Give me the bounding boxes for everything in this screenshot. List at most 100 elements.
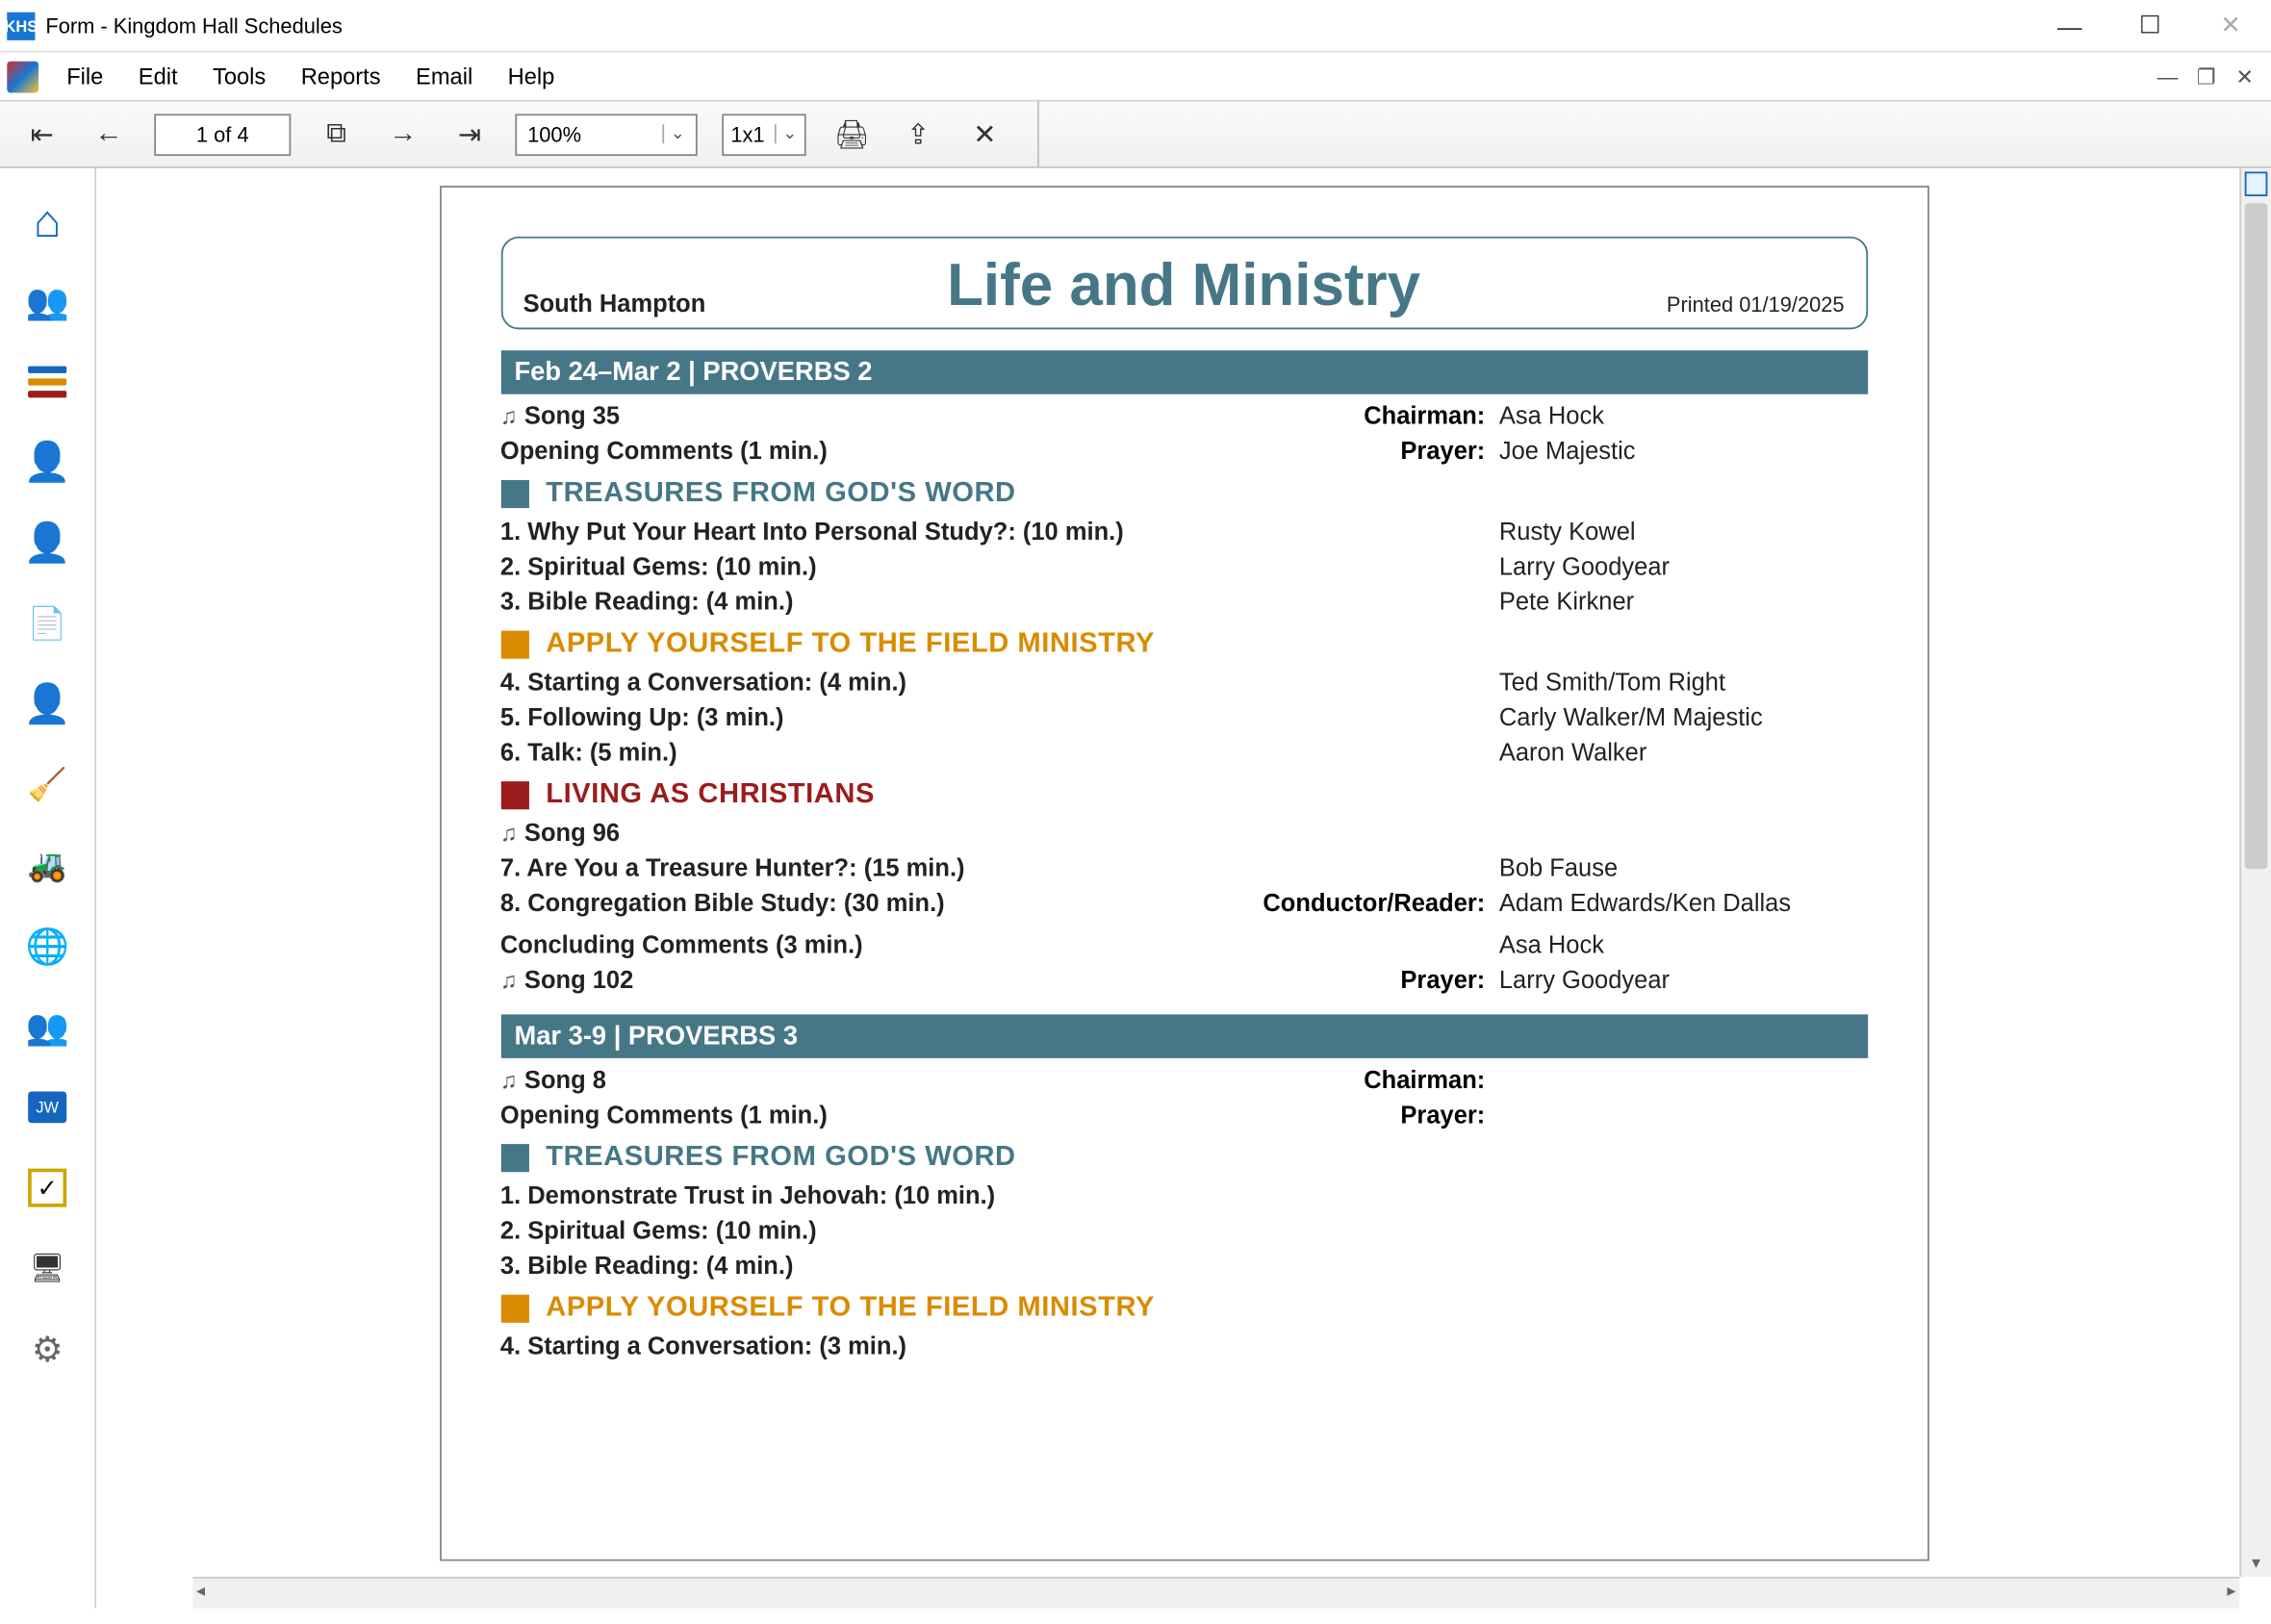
menu-edit[interactable]: Edit [121,56,195,96]
prev-page-button[interactable]: ← [88,113,130,155]
menu-help[interactable]: Help [490,56,572,96]
part-title: 2. Spiritual Gems: (10 min.) [500,552,1237,580]
scroll-left-icon[interactable]: ◂ [196,1582,205,1601]
sidebar-home-icon[interactable] [19,192,75,248]
chairman-name [1499,1065,1867,1093]
concluding-person: Asa Hock [1499,930,1867,958]
sidebar-jw-icon[interactable]: JW [19,1079,75,1135]
sidebar-network-icon[interactable] [19,1240,75,1296]
report-header: Life and Ministry South Hampton Printed … [500,237,1867,330]
sidebar-groups-icon[interactable] [19,999,75,1054]
section-marker-icon [500,480,528,508]
section-title: TREASURES FROM GOD'S WORD [546,1142,1015,1174]
sidebar-schedule-icon[interactable] [19,354,75,410]
music-note-icon: ♫ [500,1067,518,1093]
part-person: Larry Goodyear [1499,552,1867,580]
mdi-minimize-icon[interactable]: — [2152,63,2183,88]
vertical-scrollbar[interactable]: ▾ [2239,168,2271,1577]
scroll-down-icon[interactable]: ▾ [2241,1554,2271,1573]
part-title: 2. Spiritual Gems: (10 min.) [500,1216,1237,1244]
minimize-button[interactable]: — [2029,0,2110,52]
chevron-down-icon: ⌄ [662,124,685,143]
menu-file[interactable]: File [49,56,121,96]
section-marker-icon [500,781,528,809]
sidebar-cleaning-icon[interactable] [19,757,75,813]
sidebar-document-icon[interactable] [19,596,75,651]
app-menu-icon [7,61,38,92]
chairman-label: Chairman: [1237,1065,1499,1093]
music-note-icon: ♫ [500,820,518,846]
section-title: LIVING AS CHRISTIANS [546,779,875,811]
sidebar-territory-icon[interactable] [19,918,75,974]
grid-select[interactable]: 1x1 ⌄ [722,113,805,155]
part-title: 7. Are You a Treasure Hunter?: (15 min.) [500,853,1237,881]
prayer-name [1499,1101,1867,1129]
window-title: Form - Kingdom Hall Schedules [45,13,342,38]
section-marker-icon [500,631,528,659]
scroll-bookmark-icon[interactable] [2245,171,2268,195]
mdi-close-icon[interactable]: ✕ [2229,63,2260,88]
maximize-button[interactable]: ☐ [2109,0,2190,52]
close-report-button[interactable]: ✕ [964,113,1007,155]
part-person: Aaron Walker [1499,738,1867,766]
last-page-button[interactable]: ⇥ [448,113,491,155]
week-header: Feb 24–Mar 2 | PROVERBS 2 [500,350,1867,394]
horizontal-scrollbar[interactable]: ◂ ▸ [192,1577,2239,1609]
scroll-thumb[interactable] [2245,203,2268,869]
opening-song: Song 35 [524,401,620,429]
printed-date: Printed 01/19/2025 [1667,292,1845,317]
part-person: Pete Kirkner [1499,587,1867,615]
first-page-button[interactable]: ⇤ [21,113,64,155]
document-viewport: Life and Ministry South Hampton Printed … [96,168,2271,1609]
chevron-down-icon: ⌄ [774,124,797,143]
page-indicator[interactable]: 1 of 4 [154,113,291,155]
mdi-restore-icon[interactable]: ❐ [2190,63,2222,88]
app-icon: KHS [7,12,35,39]
part-title: 1. Why Put Your Heart Into Personal Stud… [500,517,1237,545]
part-person: Adam Edwards/Ken Dallas [1499,888,1867,916]
part-person: Ted Smith/Tom Right [1499,668,1867,696]
part-title: 3. Bible Reading: (4 min.) [500,587,1237,615]
congregation-name: South Hampton [523,289,706,317]
close-button[interactable]: ✕ [2190,0,2271,52]
closing-prayer-label: Prayer: [1237,965,1499,993]
sidebar-persons-icon[interactable] [19,273,75,329]
sidebar-lawn-icon[interactable] [19,837,75,893]
report-page: Life and Ministry South Hampton Printed … [439,186,1928,1561]
copy-button[interactable]: ⧉ [316,113,358,155]
prayer-label: Prayer: [1237,436,1499,464]
section-marker-icon [500,1144,528,1172]
opening-comments: Opening Comments (1 min.) [500,436,1237,464]
zoom-select[interactable]: 100% ⌄ [515,113,697,155]
sidebar-brother-icon[interactable] [19,515,75,571]
part-person: Carly Walker/M Majestic [1499,702,1867,730]
part-title: 5. Following Up: (3 min.) [500,702,1237,730]
menu-bar: File Edit Tools Reports Email Help — ❐ ✕ [0,53,2271,102]
menu-reports[interactable]: Reports [283,56,397,96]
part-title: 4. Starting a Conversation: (4 min.) [500,668,1237,696]
section-marker-icon [500,1295,528,1323]
export-button[interactable]: ⇪ [897,113,939,155]
next-page-button[interactable]: → [382,113,424,155]
prayer-label: Prayer: [1237,1101,1499,1129]
sidebar-speaker-icon[interactable] [19,435,75,491]
concluding-comments: Concluding Comments (3 min.) [500,930,1237,958]
menu-email[interactable]: Email [398,56,491,96]
week-header: Mar 3-9 | PROVERBS 3 [500,1014,1867,1058]
conductor-label: Conductor/Reader: [1237,888,1499,916]
sidebar-check-icon[interactable]: ✓ [19,1160,75,1216]
sidebar-assign-icon[interactable] [19,676,75,732]
opening-comments: Opening Comments (1 min.) [500,1101,1237,1129]
menu-tools[interactable]: Tools [195,56,284,96]
mid-song: Song 96 [524,818,620,846]
window-titlebar: KHS Form - Kingdom Hall Schedules — ☐ ✕ [0,0,2271,53]
part-title: 3. Bible Reading: (4 min.) [500,1251,1237,1279]
closing-song: Song 102 [524,965,633,993]
opening-song: Song 8 [524,1065,606,1093]
zoom-value: 100% [527,122,581,146]
scroll-right-icon[interactable]: ▸ [2227,1582,2235,1601]
sidebar-settings-icon[interactable] [19,1321,75,1377]
print-button[interactable]: 🖨 [830,113,873,155]
chairman-name: Asa Hock [1499,401,1867,429]
part-title: 4. Starting a Conversation: (3 min.) [500,1332,1237,1359]
